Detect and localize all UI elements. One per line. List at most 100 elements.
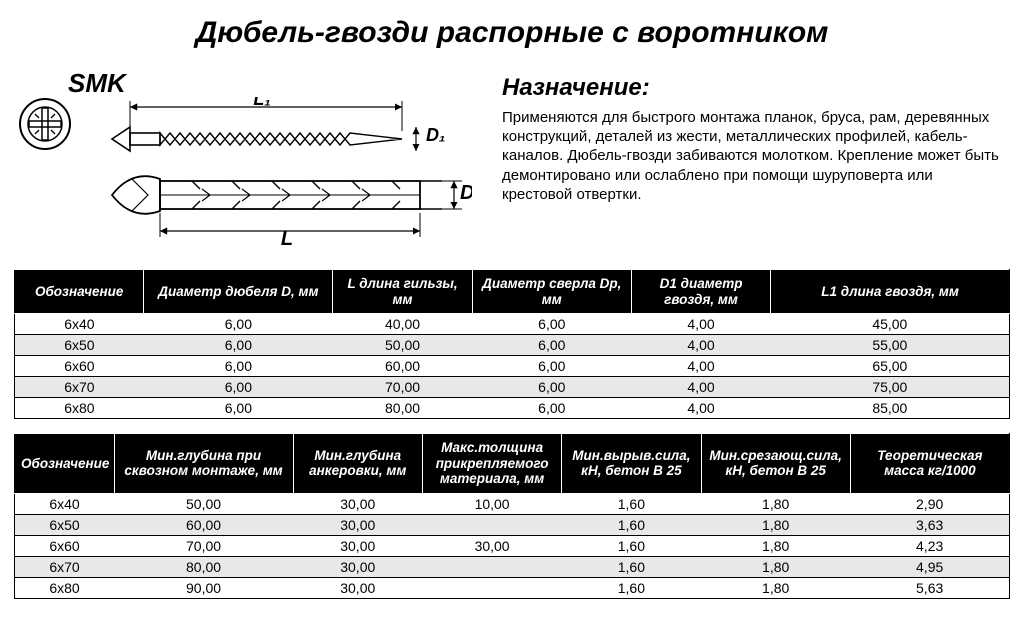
table-cell: 6х40: [15, 314, 144, 335]
diagram-block: SMK: [18, 68, 472, 247]
table-cell: 65,00: [771, 356, 1010, 377]
table-cell: [422, 577, 561, 598]
table-cell: 30,00: [293, 535, 422, 556]
column-header: Макс.толщина прикрепляемого материала, м…: [422, 434, 561, 494]
schematic-drawing: L₁ D₁: [82, 97, 472, 247]
table-row: 6х8090,0030,001,601,805,63: [15, 577, 1010, 598]
brand-label: SMK: [68, 68, 522, 99]
column-header: Теоретическая масса кг/1000: [850, 434, 1009, 494]
table-cell: 40,00: [333, 314, 472, 335]
column-header: Обозначение: [15, 434, 115, 494]
table-cell: 6,00: [144, 335, 333, 356]
table-cell: 30,00: [293, 514, 422, 535]
table-cell: 1,60: [562, 514, 701, 535]
column-header: Мин.глубина при сквозном монтаже, мм: [114, 434, 293, 494]
table-cell: 45,00: [771, 314, 1010, 335]
table-cell: 1,80: [701, 493, 850, 514]
table-cell: 6х80: [15, 577, 115, 598]
table-cell: 3,63: [850, 514, 1009, 535]
table-header-row: ОбозначениеДиаметр дюбеля D, ммL длина г…: [15, 270, 1010, 314]
table-cell: 1,80: [701, 514, 850, 535]
table-cell: 70,00: [333, 377, 472, 398]
table-row: 6х6070,0030,0030,001,601,804,23: [15, 535, 1010, 556]
table-cell: 80,00: [114, 556, 293, 577]
table-cell: 6х60: [15, 535, 115, 556]
spec-table-1: ОбозначениеДиаметр дюбеля D, ммL длина г…: [14, 269, 1010, 419]
table-cell: 4,00: [631, 314, 770, 335]
table-cell: 6,00: [472, 314, 631, 335]
table-cell: 6х60: [15, 356, 144, 377]
table-cell: 2,90: [850, 493, 1009, 514]
table-row: 6х806,0080,006,004,0085,00: [15, 398, 1010, 419]
table-cell: 90,00: [114, 577, 293, 598]
table-row: 6х7080,0030,00 1,601,804,95: [15, 556, 1010, 577]
table-row: 6х606,0060,006,004,0065,00: [15, 356, 1010, 377]
table-header-row: ОбозначениеМин.глубина при сквозном монт…: [15, 434, 1010, 494]
screw-head-icon: [18, 97, 72, 151]
column-header: Диаметр дюбеля D, мм: [144, 270, 333, 314]
table-cell: 6х70: [15, 377, 144, 398]
table-cell: 6,00: [144, 377, 333, 398]
top-section: SMK: [14, 68, 1010, 247]
table-cell: 4,00: [631, 398, 770, 419]
table-cell: 75,00: [771, 377, 1010, 398]
table-cell: 6х50: [15, 514, 115, 535]
page-title: Дюбель-гвозди распорные с воротником: [14, 16, 1010, 50]
table-cell: 6,00: [472, 356, 631, 377]
svg-text:D: D: [460, 182, 472, 204]
table-cell: [422, 514, 561, 535]
table-cell: 1,60: [562, 577, 701, 598]
table-cell: 30,00: [422, 535, 561, 556]
table-cell: 4,00: [631, 356, 770, 377]
table-cell: 6х80: [15, 398, 144, 419]
table-cell: 1,60: [562, 535, 701, 556]
table-row: 6х506,0050,006,004,0055,00: [15, 335, 1010, 356]
table-cell: 55,00: [771, 335, 1010, 356]
table-cell: [422, 556, 561, 577]
table-cell: 4,00: [631, 335, 770, 356]
svg-text:L: L: [281, 228, 293, 247]
table-cell: 6,00: [472, 335, 631, 356]
table-cell: 50,00: [114, 493, 293, 514]
table-cell: 30,00: [293, 577, 422, 598]
purpose-heading: Назначение:: [502, 74, 1006, 102]
table-cell: 6,00: [472, 398, 631, 419]
table-cell: 4,00: [631, 377, 770, 398]
purpose-block: Назначение: Применяются для быстрого мон…: [502, 68, 1006, 204]
table-cell: 6,00: [472, 377, 631, 398]
table-cell: 1,80: [701, 556, 850, 577]
column-header: Диаметр сверла Dp, мм: [472, 270, 631, 314]
table-cell: 6х70: [15, 556, 115, 577]
table-row: 6х4050,0030,0010,001,601,802,90: [15, 493, 1010, 514]
table-row: 6х406,0040,006,004,0045,00: [15, 314, 1010, 335]
table-cell: 60,00: [333, 356, 472, 377]
table-cell: 30,00: [293, 556, 422, 577]
column-header: D1 диаметр гвоздя, мм: [631, 270, 770, 314]
table-cell: 4,23: [850, 535, 1009, 556]
table-cell: 1,60: [562, 493, 701, 514]
table-cell: 60,00: [114, 514, 293, 535]
table-cell: 85,00: [771, 398, 1010, 419]
table-cell: 4,95: [850, 556, 1009, 577]
column-header: L1 длина гвоздя, мм: [771, 270, 1010, 314]
table-row: 6х706,0070,006,004,0075,00: [15, 377, 1010, 398]
column-header: Обозначение: [15, 270, 144, 314]
svg-text:D₁: D₁: [426, 125, 445, 145]
table-cell: 6,00: [144, 356, 333, 377]
purpose-text: Применяются для быстрого монтажа планок,…: [502, 108, 1006, 204]
table-cell: 6,00: [144, 398, 333, 419]
spec-table-2: ОбозначениеМин.глубина при сквозном монт…: [14, 433, 1010, 599]
table-cell: 10,00: [422, 493, 561, 514]
table-cell: 1,60: [562, 556, 701, 577]
table-cell: 80,00: [333, 398, 472, 419]
column-header: L длина гильзы, мм: [333, 270, 472, 314]
table-cell: 50,00: [333, 335, 472, 356]
table-cell: 6х50: [15, 335, 144, 356]
table-cell: 5,63: [850, 577, 1009, 598]
table-row: 6х5060,0030,00 1,601,803,63: [15, 514, 1010, 535]
column-header: Мин.глубина анкеровки, мм: [293, 434, 422, 494]
table-cell: 70,00: [114, 535, 293, 556]
table-cell: 30,00: [293, 493, 422, 514]
table-cell: 6,00: [144, 314, 333, 335]
table-cell: 1,80: [701, 535, 850, 556]
